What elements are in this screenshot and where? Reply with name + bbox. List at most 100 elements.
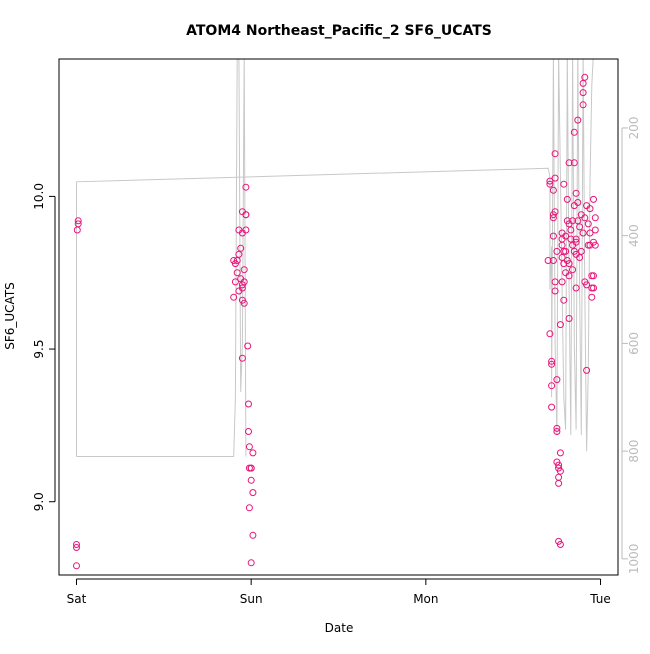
data-point	[565, 315, 573, 322]
data-point	[240, 299, 248, 307]
right-tick-label: 800	[627, 440, 641, 463]
data-point	[235, 250, 243, 258]
data-point	[581, 73, 589, 81]
data-point	[590, 272, 597, 280]
data-point	[588, 293, 596, 301]
data-point	[567, 235, 575, 243]
data-point	[567, 226, 575, 234]
data-point	[579, 101, 587, 109]
data-point	[546, 177, 554, 185]
data-point	[574, 217, 582, 225]
data-point	[574, 199, 582, 206]
data-point	[556, 321, 564, 329]
data-point	[242, 183, 250, 191]
data-point	[546, 330, 554, 338]
data-point	[560, 180, 568, 188]
data-point	[553, 428, 561, 435]
data-point	[556, 541, 564, 548]
data-point	[238, 354, 246, 362]
x-axis-label: Date	[325, 621, 354, 635]
data-point	[572, 189, 580, 197]
data-point	[581, 214, 589, 222]
data-point	[551, 287, 559, 295]
data-point	[548, 382, 556, 390]
data-point	[586, 205, 594, 213]
data-point	[249, 489, 257, 497]
data-point	[590, 284, 597, 292]
data-point	[247, 559, 255, 567]
data-point	[584, 220, 592, 228]
data-point	[73, 541, 80, 548]
x-tick-label: Sat	[67, 592, 87, 606]
right-tick-label: 200	[627, 116, 641, 139]
data-point	[548, 357, 556, 365]
data-point	[579, 79, 587, 87]
right-tick-label: 600	[627, 332, 641, 355]
data-point	[565, 260, 573, 268]
data-point	[245, 443, 253, 451]
data-point	[553, 376, 561, 384]
data-point	[562, 247, 570, 255]
data-point	[74, 217, 82, 225]
data-point	[572, 235, 580, 243]
chart-title: ATOM4 Northeast_Pacific_2 SF6_UCATS	[186, 23, 492, 39]
data-point	[231, 278, 239, 286]
data-point	[549, 257, 557, 264]
data-point	[73, 544, 80, 551]
data-point	[591, 214, 599, 222]
data-point	[579, 89, 587, 97]
data-point	[548, 360, 556, 368]
data-point	[240, 278, 248, 286]
data-point	[548, 403, 556, 411]
data-point	[242, 226, 250, 234]
data-point	[558, 278, 566, 286]
data-point	[551, 278, 559, 286]
right-altitude-axis: 200 400 600 800 1000	[621, 116, 641, 574]
data-point	[549, 186, 557, 194]
data-point	[565, 159, 573, 167]
data-point	[558, 241, 566, 249]
data-point	[576, 223, 584, 231]
data-point	[73, 562, 80, 570]
data-point	[546, 180, 554, 188]
data-point	[555, 479, 563, 487]
data-point	[244, 342, 252, 350]
data-point	[591, 241, 599, 249]
data-point	[555, 461, 563, 469]
data-point	[565, 272, 573, 280]
data-point	[560, 296, 568, 304]
x-tick-label: Tue	[589, 592, 611, 606]
data-point	[562, 232, 570, 240]
data-point	[237, 244, 245, 252]
data-point	[249, 449, 257, 457]
data-point	[590, 195, 597, 203]
data-point	[579, 229, 587, 237]
data-point	[247, 476, 255, 484]
x-axis: Sat Sun Mon Tue	[67, 578, 611, 606]
data-point	[586, 229, 594, 237]
altitude-trace-line	[76, 59, 594, 457]
data-point	[569, 217, 577, 225]
y-axis-label: SF6_UCATS	[3, 282, 17, 350]
altitude-trace-layer	[76, 59, 594, 457]
y-tick-label: 9.5	[32, 340, 46, 359]
data-point	[549, 214, 557, 222]
data-point	[574, 116, 582, 124]
data-point	[249, 531, 257, 539]
data-point	[242, 211, 250, 219]
data-point	[549, 232, 557, 240]
data-point	[553, 424, 561, 432]
y-tick-label: 9.0	[32, 492, 46, 511]
plot-area-frame	[58, 58, 619, 576]
data-point	[558, 254, 566, 261]
data-point	[233, 257, 241, 264]
data-point	[73, 226, 81, 234]
data-point	[245, 428, 252, 435]
data-point	[572, 238, 580, 246]
data-point	[570, 159, 578, 167]
data-point	[569, 266, 577, 274]
data-point	[245, 504, 253, 512]
data-point	[233, 269, 241, 277]
right-tick-label: 400	[627, 224, 641, 247]
